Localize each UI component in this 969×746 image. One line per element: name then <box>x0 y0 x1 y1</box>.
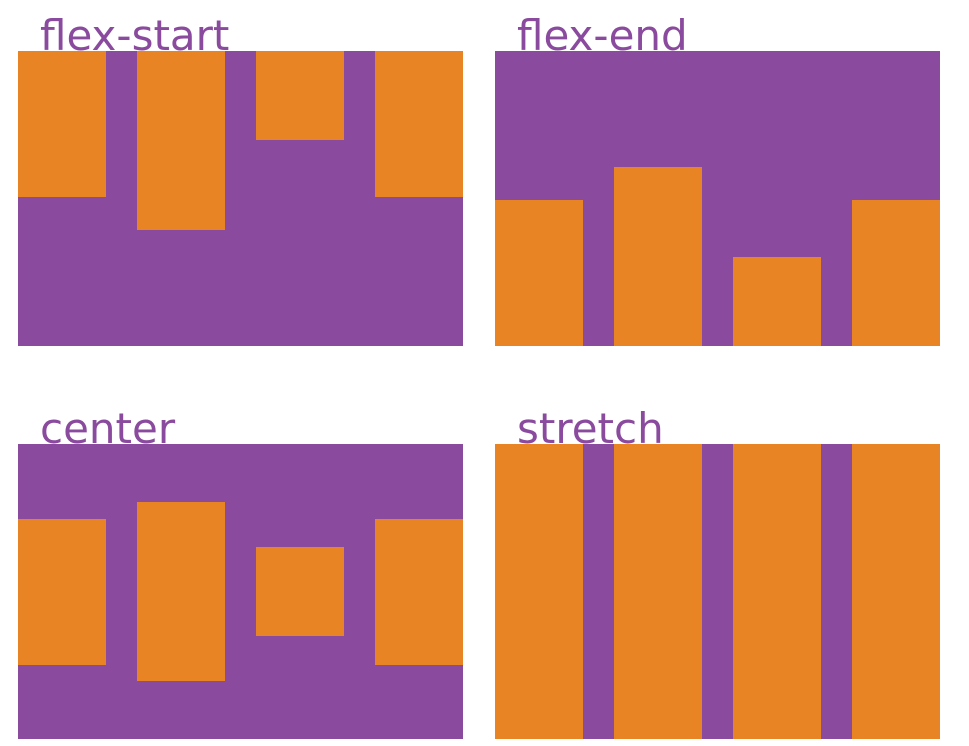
flex-item <box>137 51 225 230</box>
panel-center: center <box>18 404 463 739</box>
flex-item <box>256 51 344 140</box>
flex-item <box>495 200 583 346</box>
panel-label: stretch <box>517 404 664 453</box>
flex-item <box>137 502 225 681</box>
flex-container <box>495 444 940 739</box>
flex-item <box>256 547 344 636</box>
flex-item <box>733 257 821 346</box>
panel-flex-end: flex-end <box>495 11 940 346</box>
flex-item <box>614 167 702 346</box>
flex-item <box>852 444 940 739</box>
panel-label: center <box>40 404 176 453</box>
flex-container <box>495 51 940 346</box>
panel-label: flex-start <box>40 11 230 60</box>
flex-item <box>18 518 106 665</box>
flex-item <box>495 444 583 739</box>
flex-item <box>733 444 821 739</box>
panel-label: flex-end <box>517 11 688 60</box>
flex-container <box>18 444 463 739</box>
flex-container <box>18 51 463 346</box>
flex-item <box>375 51 463 197</box>
flex-item <box>614 444 702 739</box>
panel-flex-start: flex-start <box>18 11 463 346</box>
flex-item <box>18 51 106 197</box>
flex-item <box>375 518 463 665</box>
flex-item <box>852 200 940 346</box>
panel-stretch: stretch <box>495 404 940 739</box>
